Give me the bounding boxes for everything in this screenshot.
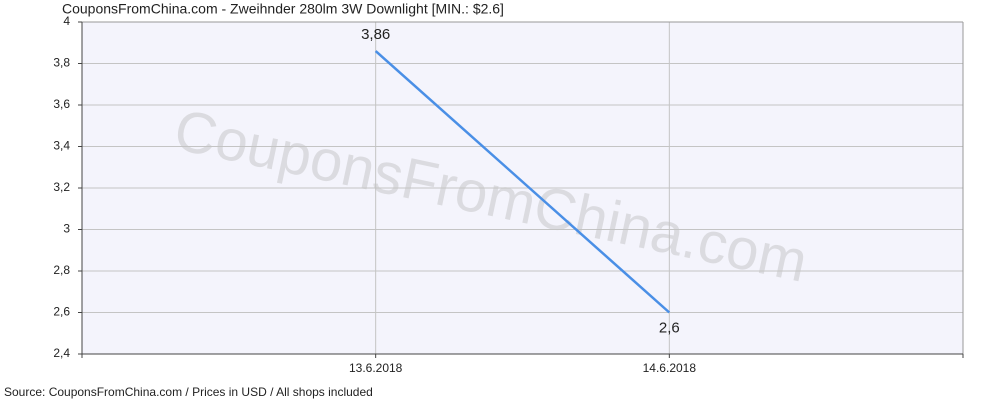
y-tick-label: 3,6 — [53, 97, 70, 111]
source-note: Source: CouponsFromChina.com / Prices in… — [4, 385, 373, 399]
data-label: 2,6 — [659, 319, 680, 336]
y-tick-label: 2,4 — [53, 346, 70, 360]
x-tick-label: 13.6.2018 — [349, 361, 403, 375]
price-line — [374, 50, 671, 314]
x-tick-label: 14.6.2018 — [643, 361, 697, 375]
data-label: 3,86 — [361, 26, 390, 43]
y-tick-label: 3,2 — [53, 180, 70, 194]
y-tick-label: 3,8 — [53, 56, 70, 70]
chart-title: CouponsFromChina.com - Zweihnder 280lm 3… — [62, 1, 504, 17]
y-tick-label: 3 — [63, 222, 70, 236]
y-tick-label: 4 — [63, 14, 70, 28]
y-tick-label: 2,6 — [53, 305, 70, 319]
y-tick-label: 3,4 — [53, 139, 70, 153]
y-tick-label: 2,8 — [53, 263, 70, 277]
